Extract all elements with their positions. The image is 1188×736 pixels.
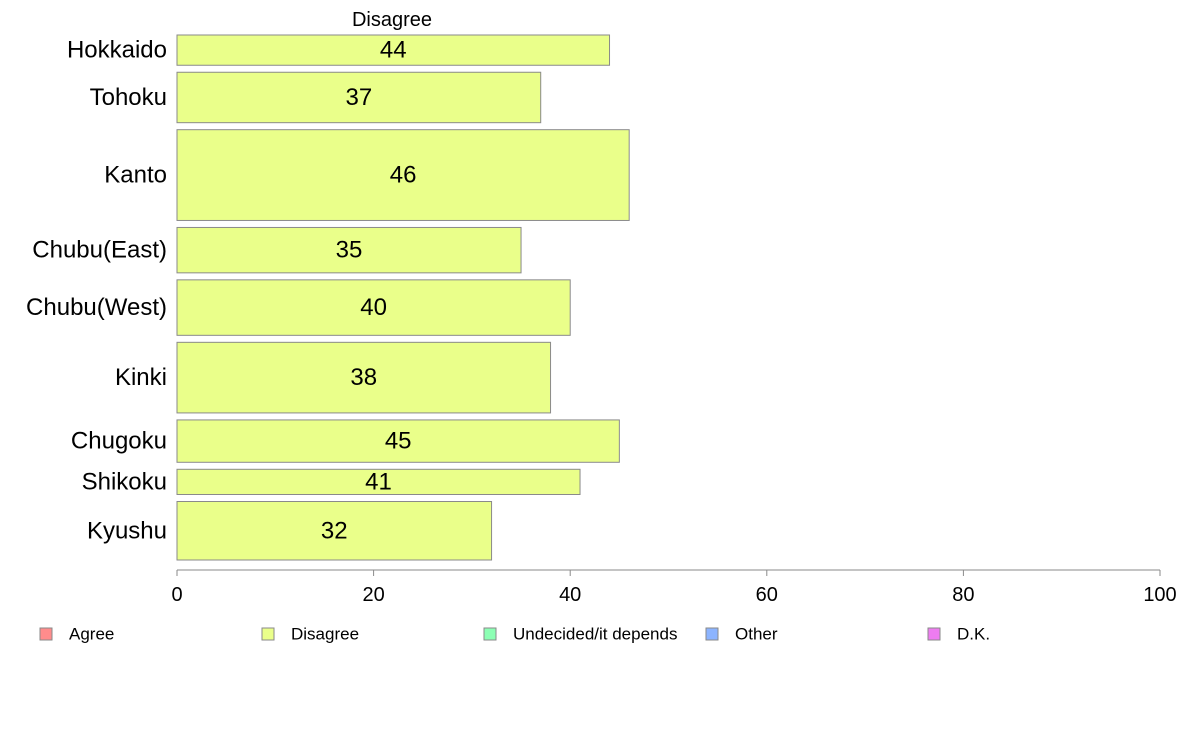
x-tick-label: 80 xyxy=(952,584,974,606)
legend-label: Agree xyxy=(69,625,114,644)
value-label: 32 xyxy=(321,517,348,544)
value-label: 46 xyxy=(390,162,417,189)
x-tick-label: 40 xyxy=(559,584,581,606)
legend: Agree Disagree Undecided/it depends Other D.… xyxy=(39,625,990,644)
value-label: 35 xyxy=(336,237,363,264)
category-label: Hokkaido xyxy=(67,37,167,64)
category-label: Shikoku xyxy=(82,468,167,495)
bar-kyushu xyxy=(176,501,493,561)
value-label: 38 xyxy=(350,364,377,391)
x-tick-label: 20 xyxy=(362,584,384,606)
value-label: 37 xyxy=(346,84,373,111)
panel-title: Disagree xyxy=(352,9,432,31)
category-label: Kyushu xyxy=(87,517,167,544)
legend-label: Disagree xyxy=(291,625,359,644)
value-label: 41 xyxy=(365,468,392,495)
legend-swatch xyxy=(39,627,53,641)
legend-swatch xyxy=(927,627,941,641)
value-label: 45 xyxy=(385,428,412,455)
bar-group: Hokkaido 44 Tohoku 37 Kanto 46 Chubu(East) 35 Ch… xyxy=(26,34,630,561)
x-tick-label: 100 xyxy=(1143,584,1176,606)
bar-tohoku xyxy=(176,71,542,124)
value-label: 40 xyxy=(360,294,387,321)
legend-swatch xyxy=(705,627,719,641)
bar-shikoku xyxy=(176,468,581,496)
category-label: Chubu(West) xyxy=(26,294,167,321)
x-axis: 0 20 40 60 80 100 xyxy=(171,569,1177,606)
bar-chugoku xyxy=(176,419,620,463)
category-label: Kinki xyxy=(115,364,167,391)
value-label: 44 xyxy=(380,37,407,64)
x-tick-label: 60 xyxy=(756,584,778,606)
bar-chubu-west- xyxy=(176,279,571,336)
category-label: Chugoku xyxy=(71,428,167,455)
x-tick-label: 0 xyxy=(171,584,182,606)
legend-label: Other xyxy=(735,625,778,644)
category-label: Tohoku xyxy=(90,84,167,111)
bar-kanto xyxy=(176,129,630,221)
category-label: Kanto xyxy=(104,162,167,189)
legend-swatch xyxy=(483,627,497,641)
legend-label: D.K. xyxy=(957,625,990,644)
legend-label: Undecided/it depends xyxy=(513,625,677,644)
bar-chubu-east- xyxy=(176,226,522,274)
legend-swatch xyxy=(261,627,275,641)
category-label: Chubu(East) xyxy=(32,237,167,264)
bar-kinki xyxy=(176,341,552,414)
bar-hokkaido xyxy=(176,34,611,66)
